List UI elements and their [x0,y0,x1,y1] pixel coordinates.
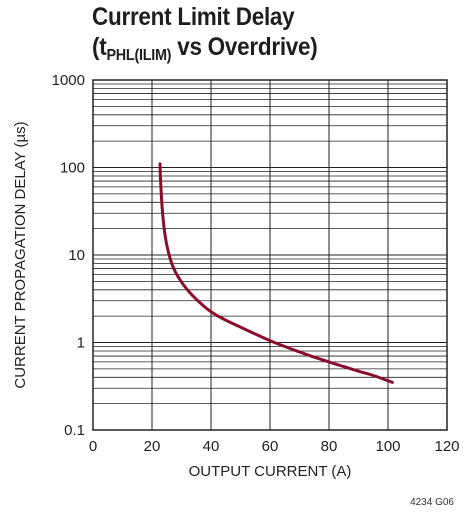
y-tick-label: 100 [60,160,85,177]
chart-title-suffix: vs Overdrive) [171,33,318,61]
x-tick-label: 80 [321,438,338,455]
x-tick-label: 20 [144,438,161,455]
chart-title-prefix: (t [92,33,107,61]
y-tick-label: 10 [68,247,85,264]
x-tick-label: 40 [203,438,220,455]
plot-frame [92,79,448,431]
series-line-0 [158,162,394,384]
x-tick-label: 0 [89,438,97,455]
y-tick-label: 1000 [52,72,85,89]
chart-title-line2: (tPHL(ILIM) vs Overdrive) [92,32,318,71]
chart-title-subscript: PHL(ILIM) [106,47,172,64]
y-axis-ticks: 0.1 1 10 100 1000 [52,72,85,439]
chart-grid [92,80,448,431]
x-tick-label: 60 [262,438,279,455]
chart-title: Current Limit Delay (tPHL(ILIM) vs Overd… [92,2,318,71]
x-tick-label: 120 [434,438,459,455]
x-axis-title: OUTPUT CURRENT (A) [189,463,352,480]
chart-series [158,162,394,384]
plot-border [92,79,448,431]
figure-id: 4234 G06 [410,497,454,508]
x-axis-ticks: 0 20 40 60 80 100 120 [89,438,460,455]
chart-title-line1: Current Limit Delay [92,3,295,31]
x-tick-label: 100 [375,438,400,455]
y-axis-title: CURRENT PROPAGATION DELAY (µs) [12,121,29,388]
y-tick-label: 0.1 [64,422,85,439]
y-tick-label: 1 [77,335,85,352]
